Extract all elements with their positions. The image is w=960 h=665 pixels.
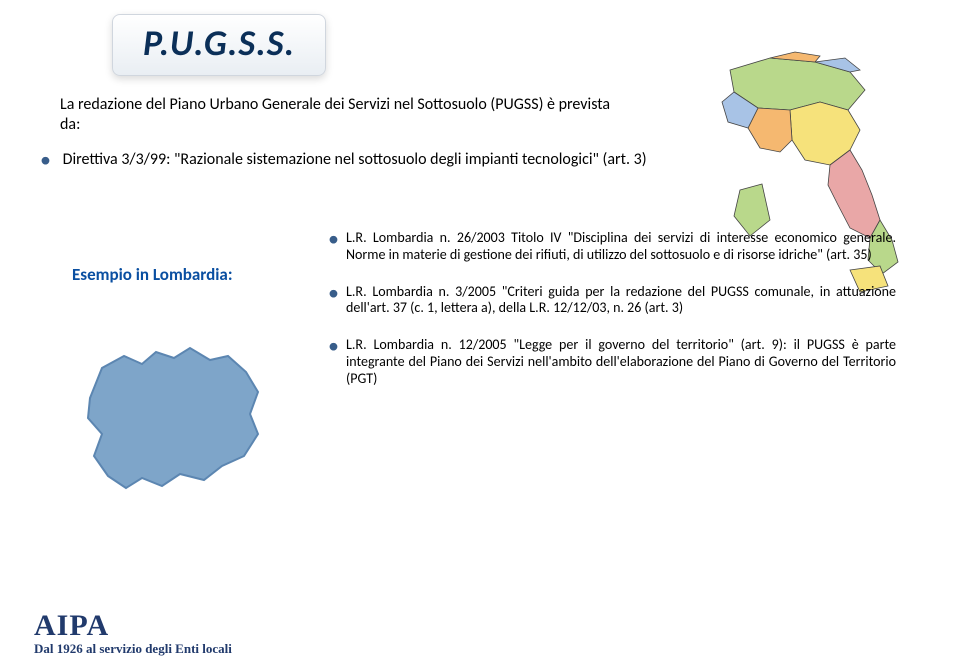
intro-bullet: • Direttiva 3/3/99: "Razionale sistemazi… <box>40 150 647 169</box>
logo-tagline: Dal 1926 al servizio degli Enti locali <box>34 641 232 657</box>
footer: AIPA Dal 1926 al servizio degli Enti loc… <box>34 609 232 657</box>
page-title: P.U.G.S.S. <box>143 21 295 65</box>
list-item: L.R. Lombardia n. 3/2005 "Criteri guida … <box>346 284 896 318</box>
intro-bullet-text: Direttiva 3/3/99: "Razionale sistemazion… <box>63 150 647 169</box>
lombardia-shape-icon <box>72 338 272 498</box>
intro-text: La redazione del Piano Urbano Generale d… <box>60 95 620 135</box>
page-title-pill: P.U.G.S.S. <box>112 14 326 76</box>
list-item: L.R. Lombardia n. 26/2003 Titolo IV "Dis… <box>346 230 896 264</box>
law-references-list: L.R. Lombardia n. 26/2003 Titolo IV "Dis… <box>346 230 896 408</box>
section-label-esempio: Esempio in Lombardia: <box>72 264 233 285</box>
logo-text: AIPA <box>34 609 232 643</box>
bullet-dot-icon: • <box>40 146 51 173</box>
list-item: L.R. Lombardia n. 12/2005 "Legge per il … <box>346 337 896 387</box>
